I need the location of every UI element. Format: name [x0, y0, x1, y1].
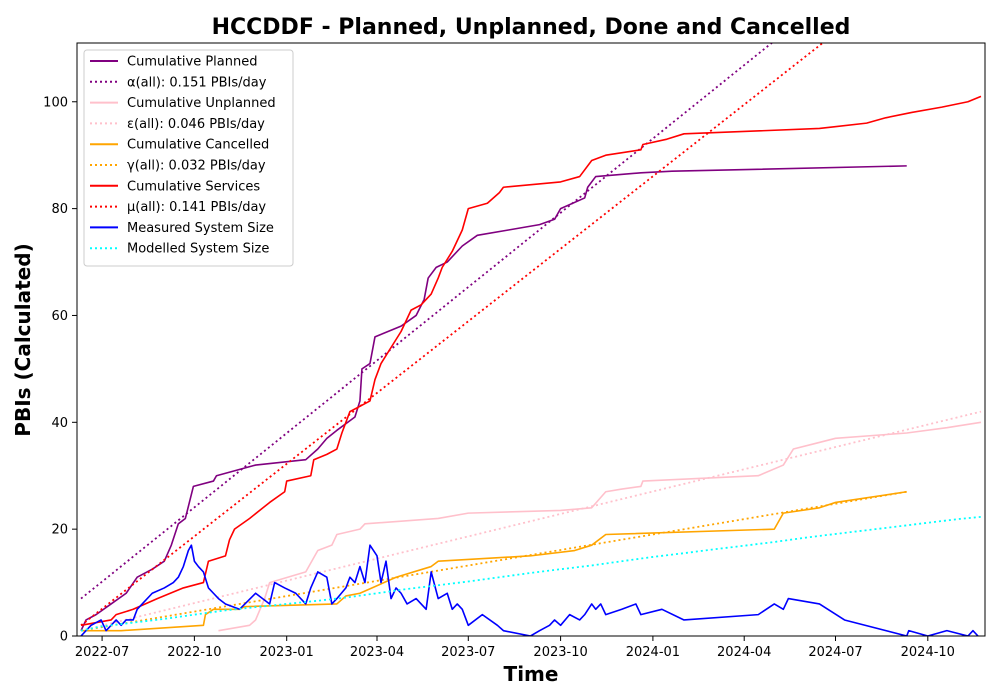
- legend-label: ε(all): 0.046 PBIs/day: [127, 117, 265, 132]
- y-tick-label: 100: [43, 95, 68, 110]
- y-tick-label: 0: [60, 630, 68, 645]
- series-line-1: [80, 165, 907, 632]
- x-tick-label: 2024-10: [901, 645, 955, 660]
- legend-box: [83, 49, 294, 267]
- legend-label: μ(all): 0.141 PBIs/day: [127, 200, 266, 215]
- legend-label: Modelled System Size: [127, 242, 269, 257]
- legend-label: Cumulative Services: [127, 179, 260, 194]
- y-tick-label: 80: [51, 202, 68, 217]
- series-line-10: [80, 515, 982, 632]
- series-line-7: [80, 95, 982, 627]
- x-tick-label: 2024-01: [626, 645, 680, 660]
- legend-label: α(all): 0.151 PBIs/day: [127, 75, 267, 90]
- x-tick-label: 2023-04: [350, 645, 404, 660]
- legend: Cumulative Planned α(all): 0.151 PBIs/day…: [83, 49, 294, 267]
- ticks-layer: 2022-07 2022-10 2023-01 2023-04 2023-07 2023-…: [43, 95, 955, 660]
- series-line-4: [80, 410, 982, 632]
- x-tick-label: 2024-07: [808, 645, 862, 660]
- series-line-5: [81, 490, 907, 632]
- chart-title: HCCDDF - Planned, Unplanned, Done and Ca…: [212, 15, 851, 40]
- x-tick-label: 2022-07: [75, 645, 129, 660]
- y-tick-label: 60: [51, 309, 68, 324]
- plot-frame: [76, 42, 986, 637]
- series-line-9: [80, 544, 979, 636]
- legend-label: γ(all): 0.032 PBIs/day: [127, 159, 266, 174]
- y-tick-label: 20: [51, 523, 68, 538]
- series-line-2: [80, 43, 774, 600]
- x-tick-label: 2023-10: [533, 645, 587, 660]
- legend-label: Cumulative Cancelled: [127, 138, 269, 153]
- x-tick-label: 2023-07: [441, 645, 495, 660]
- legend-label: Measured System Size: [127, 221, 274, 236]
- series-layer: [80, 43, 982, 636]
- legend-label: Cumulative Unplanned: [127, 96, 276, 111]
- legend-label: Cumulative Planned: [127, 55, 257, 70]
- x-axis-title: Time: [504, 662, 559, 686]
- x-tick-label: 2022-10: [167, 645, 221, 660]
- series-line-3: [218, 421, 982, 632]
- x-tick-label: 2023-01: [260, 645, 314, 660]
- y-tick-label: 40: [51, 416, 68, 431]
- x-tick-label: 2024-04: [717, 645, 771, 660]
- series-line-8: [80, 43, 825, 627]
- y-axis-title: PBIs (Calculated): [11, 243, 35, 436]
